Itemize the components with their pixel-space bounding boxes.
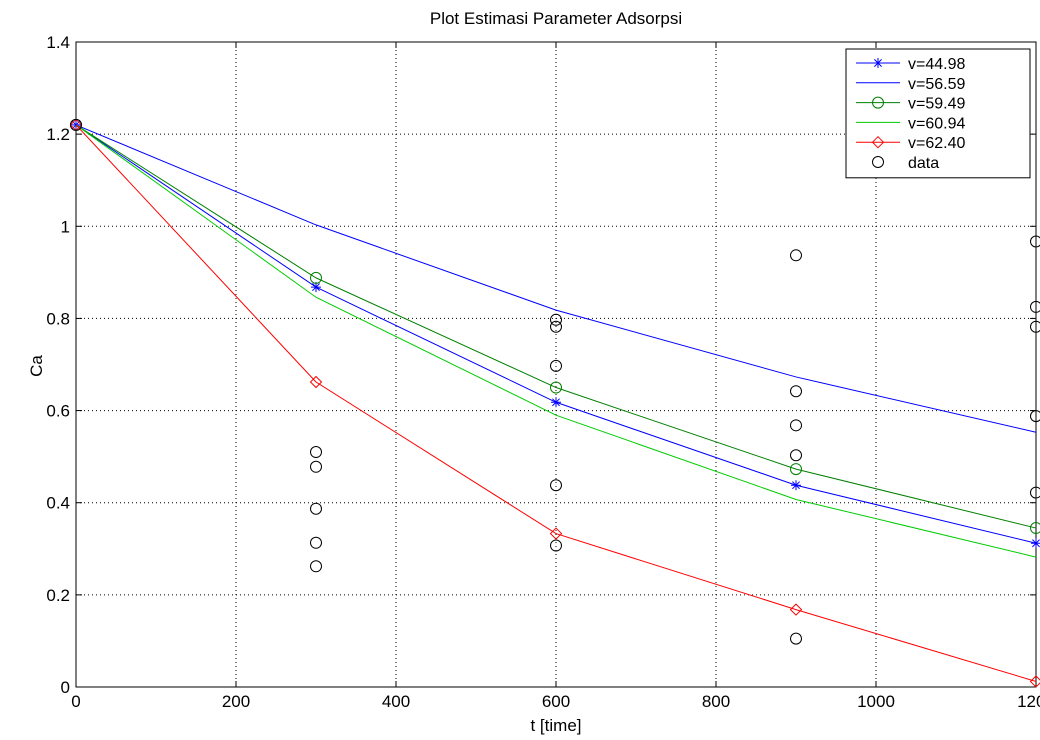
series-5-marker bbox=[789, 603, 803, 616]
data-point bbox=[310, 560, 322, 573]
x-tick-label: 0 bbox=[71, 692, 80, 711]
legend-swatch-marker bbox=[873, 58, 883, 68]
series-line-3 bbox=[75, 124, 1037, 529]
legend-entry-label: v=60.94 bbox=[908, 115, 965, 132]
y-axis-label: Ca bbox=[27, 355, 46, 377]
legend-entry-label: v=44.98 bbox=[908, 56, 965, 73]
legend-swatch-marker bbox=[872, 96, 884, 109]
series-3-marker bbox=[550, 381, 562, 394]
data-point bbox=[70, 118, 82, 131]
series-1-marker bbox=[551, 397, 561, 408]
x-axis-label: t [time] bbox=[530, 716, 581, 735]
y-tick-label: 0.4 bbox=[46, 494, 70, 513]
legend-entry-label: v=62.40 bbox=[908, 135, 965, 152]
series-line-2 bbox=[75, 124, 1037, 433]
x-tick-label: 1000 bbox=[857, 692, 895, 711]
series-group bbox=[69, 118, 1040, 688]
data-point bbox=[790, 385, 802, 398]
data-point bbox=[790, 632, 802, 645]
series-3-marker bbox=[310, 271, 322, 284]
series-1-marker bbox=[1031, 538, 1040, 549]
x-tick-label: 600 bbox=[542, 692, 570, 711]
data-point bbox=[550, 479, 562, 492]
x-tick-label: 400 bbox=[382, 692, 410, 711]
y-tick-label: 0.6 bbox=[46, 402, 70, 421]
y-tick-label: 0.2 bbox=[46, 586, 70, 605]
y-tick-label: 1.4 bbox=[46, 33, 70, 52]
y-tick-label: 0 bbox=[61, 678, 70, 697]
data-point bbox=[550, 320, 562, 333]
data-point bbox=[550, 313, 562, 326]
series-3-marker bbox=[790, 463, 802, 476]
data-point bbox=[550, 539, 562, 552]
data-point bbox=[310, 536, 322, 549]
x-tick-label: 200 bbox=[222, 692, 250, 711]
x-tick-label: 800 bbox=[702, 692, 730, 711]
data-point bbox=[790, 449, 802, 462]
legend-entry-label: data bbox=[908, 155, 939, 172]
y-tick-label: 0.8 bbox=[46, 309, 70, 328]
series-1-marker bbox=[791, 480, 801, 491]
data-point bbox=[310, 502, 322, 515]
series-line-4 bbox=[75, 124, 1037, 558]
series-5-marker bbox=[549, 527, 563, 540]
chart-title: Plot Estimasi Parameter Adsorpsi bbox=[430, 9, 682, 28]
grid-lines bbox=[76, 42, 1036, 687]
legend-entry-label: v=56.59 bbox=[908, 76, 965, 93]
data-point bbox=[310, 446, 322, 459]
y-tick-label: 1 bbox=[61, 217, 70, 236]
data-point bbox=[310, 460, 322, 473]
series-line-5 bbox=[75, 124, 1037, 682]
legend: v=44.98 v=56.59 v=59.49 v=60.94 v=62.40 data bbox=[845, 48, 1031, 179]
legend-entry-label: v=59.49 bbox=[908, 96, 965, 113]
data-points-group bbox=[70, 118, 1040, 645]
series-5-marker bbox=[309, 375, 323, 389]
data-point bbox=[1030, 320, 1040, 333]
series-3-marker bbox=[1030, 522, 1040, 535]
data-point bbox=[1030, 486, 1040, 499]
data-point bbox=[550, 359, 562, 372]
legend-swatch-marker bbox=[872, 156, 884, 168]
y-tick-label: 1.2 bbox=[46, 125, 70, 144]
data-point bbox=[1030, 410, 1040, 423]
series-1-marker bbox=[311, 282, 321, 293]
data-point bbox=[790, 249, 802, 262]
data-point bbox=[1030, 235, 1040, 248]
data-point bbox=[1030, 300, 1040, 313]
legend-swatch-marker bbox=[871, 135, 885, 149]
data-point bbox=[790, 419, 802, 432]
